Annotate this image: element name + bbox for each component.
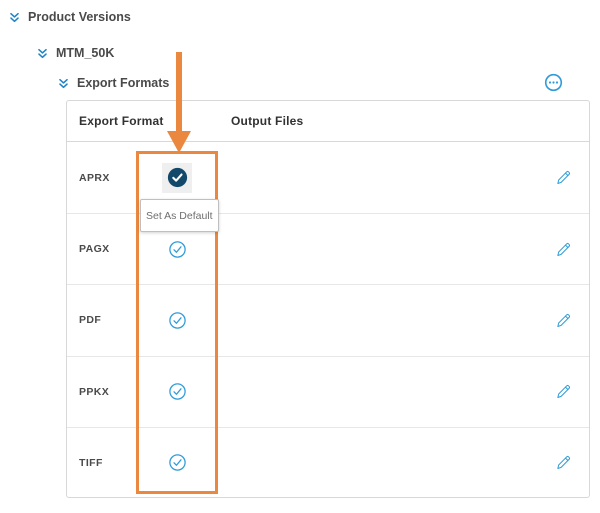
tooltip-label: Set As Default (146, 209, 213, 222)
set-default-checkbox[interactable] (168, 453, 187, 472)
set-default-checkbox[interactable] (168, 382, 187, 401)
column-header-output-files: Output Files (231, 114, 304, 128)
table-row: PDF (67, 284, 589, 355)
tree-item-label: Product Versions (28, 10, 131, 24)
check-circle-filled-icon (167, 167, 187, 188)
table-row: APRX (67, 142, 589, 213)
set-default-checkbox[interactable] (168, 240, 187, 259)
pencil-icon (557, 456, 571, 470)
check-circle-icon (168, 241, 186, 258)
double-chevron-down-icon (38, 48, 47, 58)
export-formats-table: Export Format Output Files APRX (66, 100, 590, 498)
table-row: PPKX (67, 355, 589, 427)
selected-check-background (162, 162, 192, 193)
check-circle-icon (168, 383, 186, 400)
tooltip-set-as-default: Set As Default (140, 199, 219, 232)
pencil-icon (557, 242, 571, 256)
double-chevron-down-icon (10, 12, 19, 22)
tree-item-mtm-50k[interactable]: MTM_50K (36, 45, 114, 61)
tree-item-export-formats[interactable]: Export Formats (57, 75, 169, 91)
pencil-icon (557, 313, 571, 327)
format-label: PDF (79, 314, 102, 327)
check-circle-icon (168, 312, 186, 329)
column-header-export-format: Export Format (79, 114, 164, 128)
tree-item-label: Export Formats (77, 76, 170, 90)
format-label: PPKX (79, 385, 110, 398)
format-label: APRX (79, 171, 110, 184)
tree-item-product-versions[interactable]: Product Versions (8, 9, 131, 25)
edit-button[interactable] (555, 241, 572, 258)
table-row: TIFF (67, 426, 589, 498)
check-circle-icon (168, 454, 186, 472)
double-chevron-down-icon (59, 78, 68, 88)
edit-button[interactable] (555, 454, 572, 471)
annotation-arrow-shaft (176, 52, 182, 133)
options-menu-button[interactable] (544, 73, 563, 92)
format-label: PAGX (79, 243, 110, 256)
edit-button[interactable] (555, 312, 572, 329)
edit-button[interactable] (555, 169, 572, 186)
ellipsis-circle-icon (544, 73, 563, 92)
set-default-checkbox[interactable] (162, 162, 192, 193)
pencil-icon (557, 385, 571, 399)
table-body: APRX (67, 142, 589, 498)
table-row: PAGX (67, 213, 589, 284)
table-header: Export Format Output Files (67, 101, 589, 142)
edit-button[interactable] (555, 383, 572, 400)
set-default-checkbox[interactable] (168, 311, 187, 330)
tree-item-label: MTM_50K (56, 46, 115, 60)
pencil-icon (557, 171, 571, 185)
annotation-arrow-head (167, 131, 191, 153)
format-label: TIFF (79, 456, 103, 469)
